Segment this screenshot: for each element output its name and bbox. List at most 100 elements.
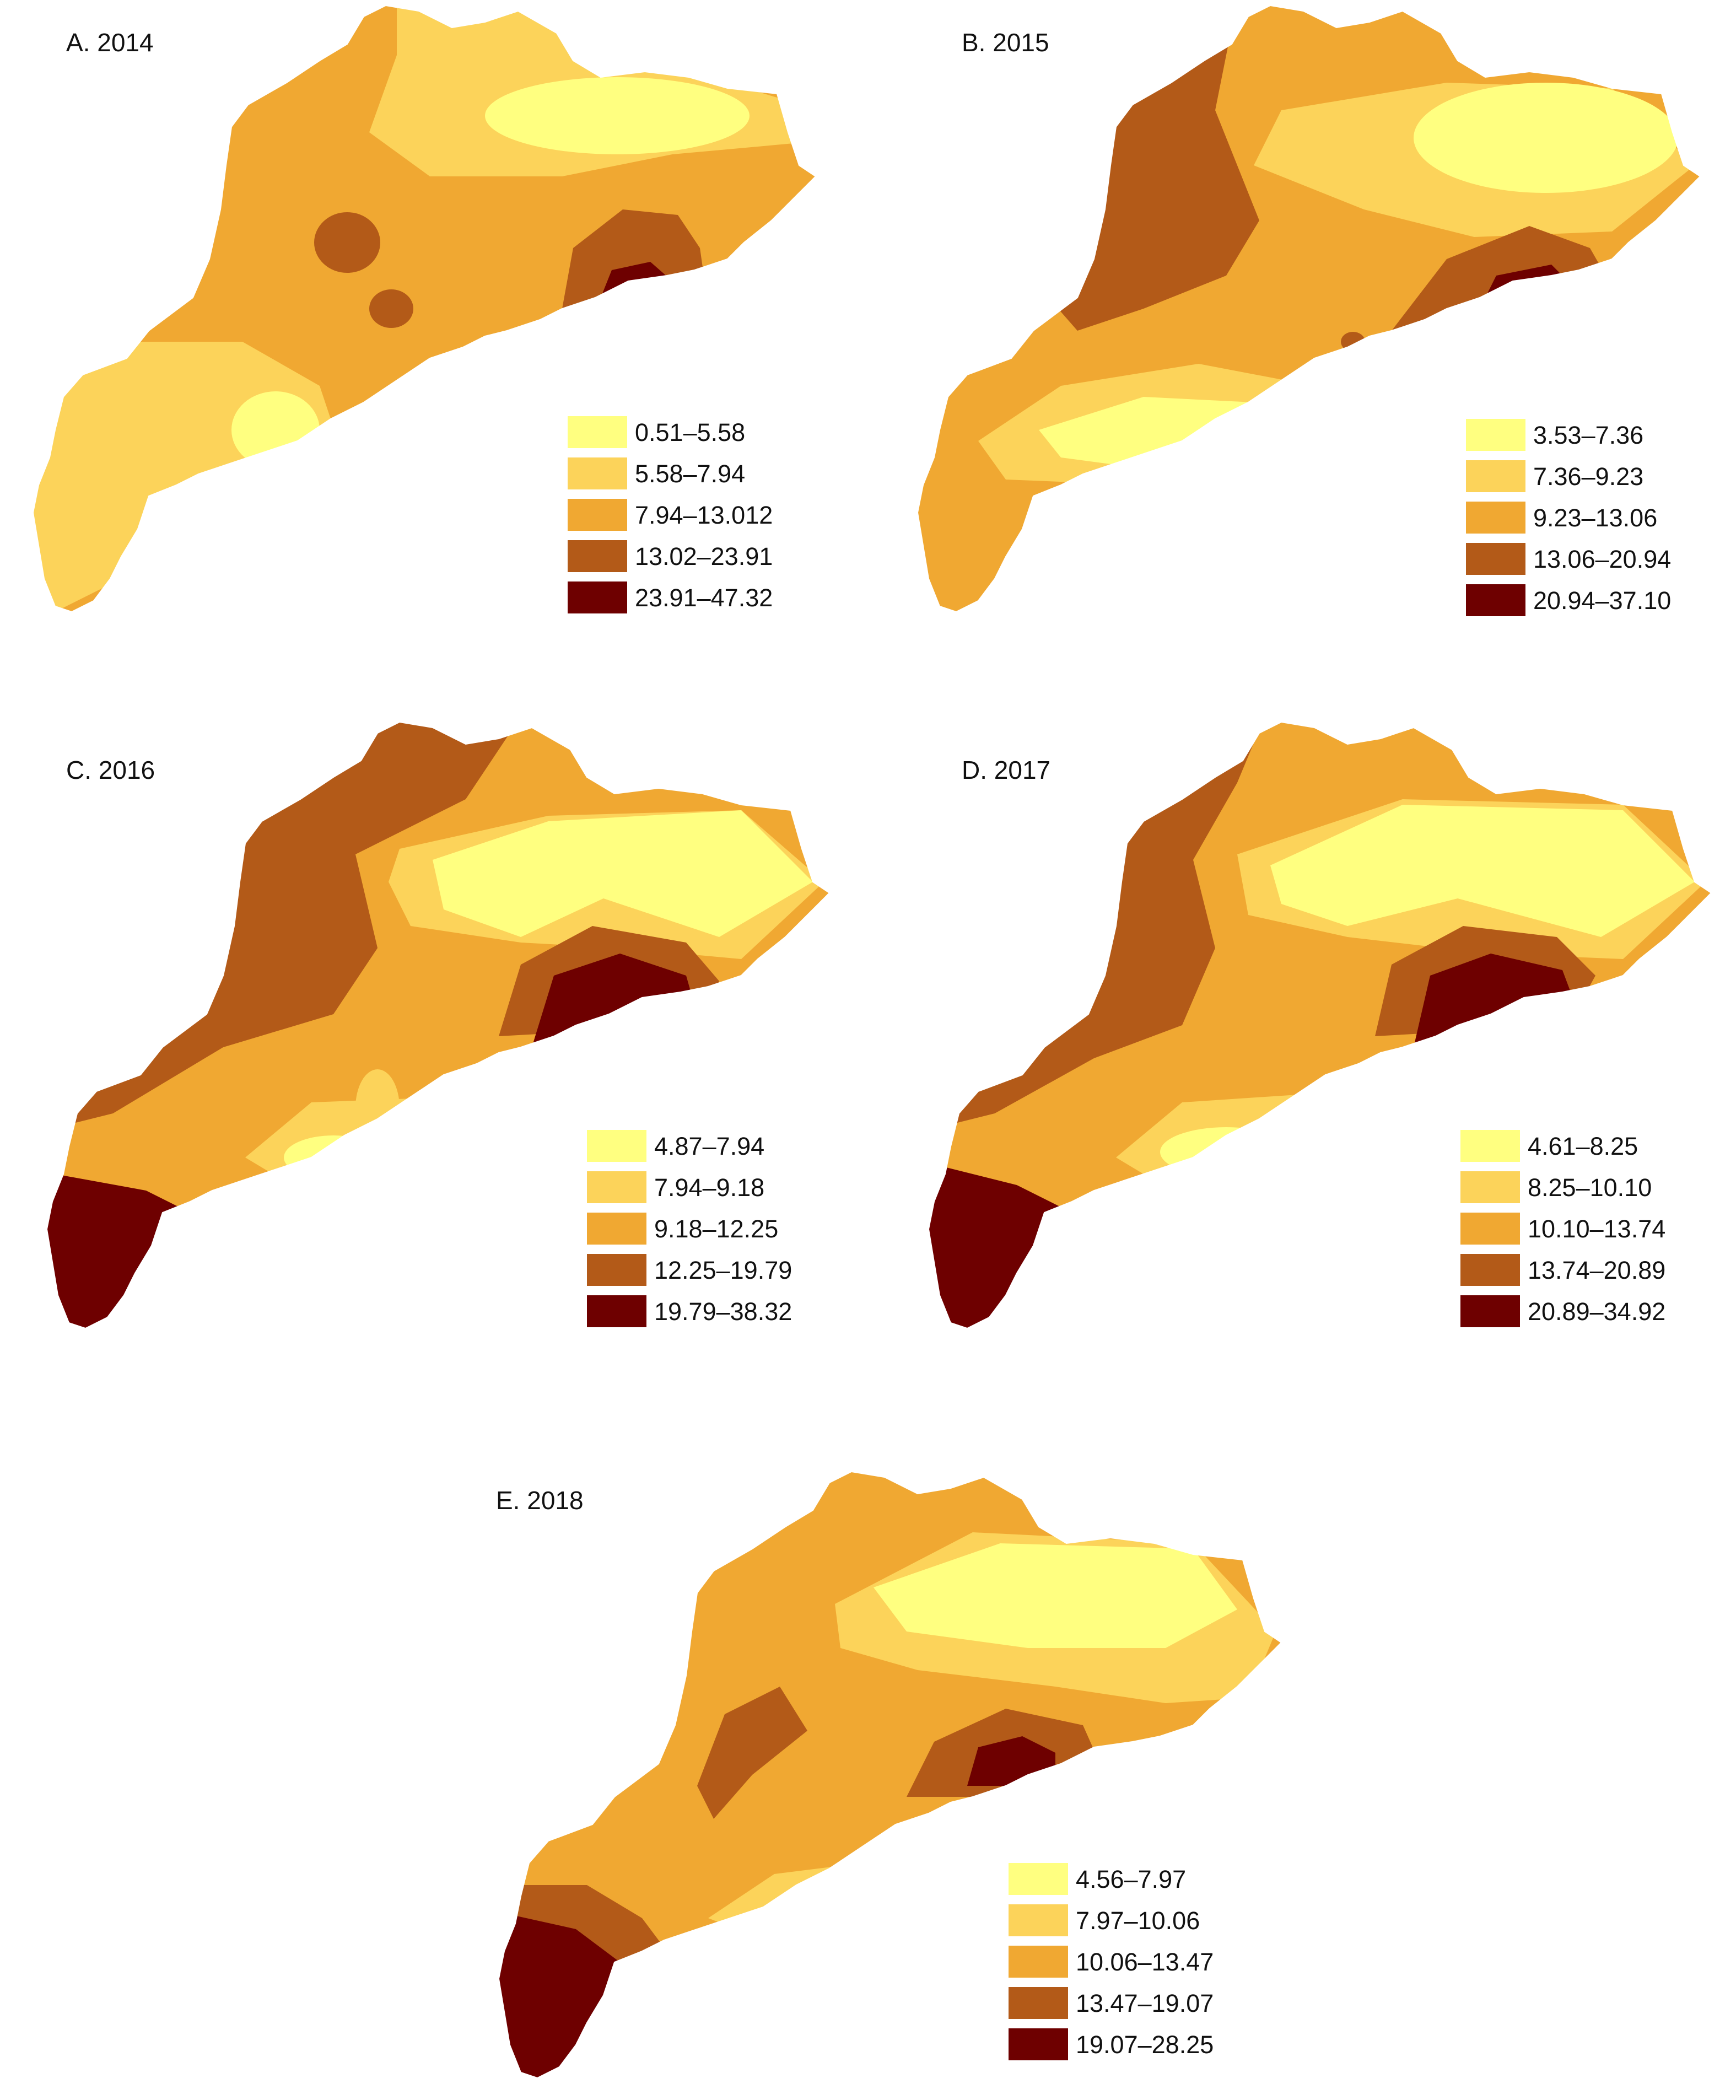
legend-label: 23.91–47.32: [635, 584, 773, 612]
legend-item: 7.97–10.06: [1009, 1904, 1262, 1937]
legend-label: 13.02–23.91: [635, 542, 773, 570]
legend-swatch: [1460, 1295, 1520, 1327]
legend-label: 10.06–13.47: [1076, 1948, 1214, 1976]
panel-title: B. 2015: [962, 28, 1049, 57]
zone-c1: [284, 1135, 383, 1180]
panel-a: A. 2014 0.51–5.58 5.58–7.94 7.94–13.012 …: [0, 0, 868, 694]
legend-swatch: [568, 457, 627, 489]
legend-label: 3.53–7.36: [1533, 421, 1644, 449]
zone-c4: [314, 212, 380, 273]
legend-item: 19.79–38.32: [587, 1295, 840, 1328]
legend-swatch: [587, 1254, 646, 1286]
zone-c1: [1160, 1127, 1292, 1177]
legend-label: 0.51–5.58: [635, 418, 746, 446]
zone-c2: [33, 342, 342, 612]
legend-label: 5.58–7.94: [635, 460, 746, 488]
province-map: [33, 5, 816, 612]
legend-label: 13.47–19.07: [1076, 1989, 1214, 2017]
panel-b: B. 2015 3.53–7.36 7.36–9.23 9.23–13.06 1…: [868, 0, 1736, 694]
legend-item: 20.94–37.10: [1466, 584, 1719, 617]
legend-item: 13.02–23.91: [568, 540, 821, 573]
zone-c1: [1414, 83, 1678, 193]
zone-c1: [433, 810, 813, 937]
panel-title: D. 2017: [962, 756, 1051, 784]
legend-label: 10.10–13.74: [1528, 1215, 1666, 1243]
legend-item: 4.61–8.25: [1460, 1130, 1714, 1163]
province-map: [46, 721, 830, 1329]
legend-swatch: [1009, 1946, 1068, 1978]
zone-c1: [1270, 805, 1695, 937]
zone-c4: [697, 1687, 807, 1819]
legend-label: 8.25–10.10: [1528, 1173, 1652, 1202]
legend-item: 7.94–9.18: [587, 1171, 840, 1204]
legend-swatch: [587, 1295, 646, 1327]
legend-label: 19.79–38.32: [654, 1297, 792, 1326]
legend-swatch: [568, 540, 627, 572]
legend-label: 7.36–9.23: [1533, 462, 1644, 491]
legend-item: 10.10–13.74: [1460, 1213, 1714, 1246]
legend-item: 13.74–20.89: [1460, 1254, 1714, 1287]
panel-title: C. 2016: [66, 756, 155, 784]
province-map: [917, 5, 1701, 612]
legend-swatch: [1466, 460, 1525, 492]
legend-label: 9.23–13.06: [1533, 504, 1658, 532]
panel-e: E. 2018 4.56–7.97 7.97–10.06 10.06–13.47…: [430, 1411, 1312, 2093]
legend-swatch: [1009, 1863, 1068, 1895]
legend-label: 7.94–13.012: [635, 501, 773, 529]
zone-c1: [231, 391, 320, 469]
legend-swatch: [568, 416, 627, 448]
panel-c: C. 2016 4.87–7.94 7.94–9.18 9.18–12.25 1…: [0, 706, 868, 1389]
legend-item: 4.87–7.94: [587, 1130, 840, 1163]
legend-label: 4.56–7.97: [1076, 1865, 1187, 1893]
legend-item: 20.89–34.92: [1460, 1295, 1714, 1328]
legend-item: 8.25–10.10: [1460, 1171, 1714, 1204]
legend-swatch: [587, 1213, 646, 1245]
legend-item: 3.53–7.36: [1466, 419, 1719, 452]
legend-item: 13.06–20.94: [1466, 543, 1719, 576]
legend-item: 9.18–12.25: [587, 1213, 840, 1246]
legend-item: 9.23–13.06: [1466, 502, 1719, 535]
zone-c1: [485, 77, 750, 154]
legend-item: 7.94–13.012: [568, 499, 821, 532]
legend-label: 20.89–34.92: [1528, 1297, 1666, 1326]
province-map: [498, 1471, 1282, 2079]
legend-swatch: [1460, 1213, 1520, 1245]
legend-item: 23.91–47.32: [568, 581, 821, 615]
panel-title: A. 2014: [66, 28, 154, 57]
legend-label: 13.74–20.89: [1528, 1256, 1666, 1284]
zone-c4: [369, 289, 413, 328]
legend-swatch: [1466, 584, 1525, 616]
legend-label: 9.18–12.25: [654, 1215, 779, 1243]
legend-item: 7.36–9.23: [1466, 460, 1719, 493]
legend-label: 19.07–28.25: [1076, 2031, 1214, 2059]
legend-label: 13.06–20.94: [1533, 545, 1672, 573]
legend-swatch: [1466, 543, 1525, 575]
legend-item: 0.51–5.58: [568, 416, 821, 449]
legend-label: 4.87–7.94: [654, 1132, 765, 1160]
panel-title: E. 2018: [496, 1486, 584, 1515]
legend-swatch: [1009, 1987, 1068, 2019]
legend-swatch: [587, 1130, 646, 1162]
legend-swatch: [587, 1171, 646, 1203]
legend-swatch: [1460, 1254, 1520, 1286]
zone-c5: [1414, 954, 1579, 1047]
legend-label: 7.94–9.18: [654, 1173, 765, 1202]
legend-swatch: [1009, 1904, 1068, 1936]
legend-swatch: [568, 499, 627, 531]
legend-swatch: [1466, 419, 1525, 451]
province-map: [928, 721, 1712, 1329]
legend-item: 13.47–19.07: [1009, 1987, 1262, 2020]
legend-item: 19.07–28.25: [1009, 2028, 1262, 2061]
legend-swatch: [1460, 1130, 1520, 1162]
legend-swatch: [1460, 1171, 1520, 1203]
legend-swatch: [1009, 2028, 1068, 2060]
legend-swatch: [568, 581, 627, 613]
zone-c2: [355, 1069, 400, 1146]
legend-item: 10.06–13.47: [1009, 1946, 1262, 1979]
zone-c1: [874, 1543, 1237, 1648]
legend-label: 20.94–37.10: [1533, 586, 1672, 615]
panel-d: D. 2017 4.61–8.25 8.25–10.10 10.10–13.74…: [868, 706, 1736, 1389]
legend-swatch: [1466, 502, 1525, 534]
legend-item: 4.56–7.97: [1009, 1863, 1262, 1896]
zone-c5: [532, 954, 697, 1047]
